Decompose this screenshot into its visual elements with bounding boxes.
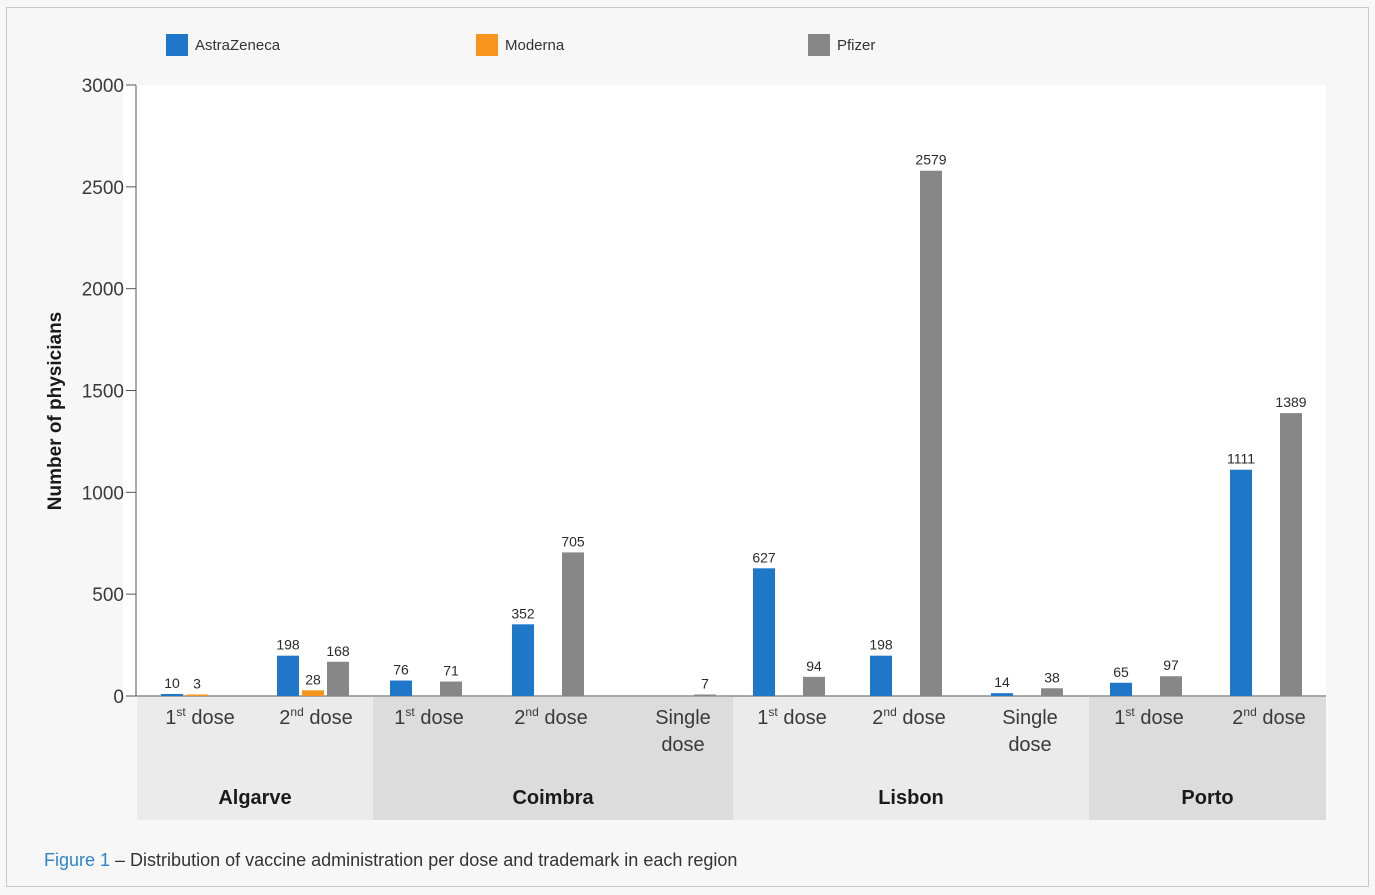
- bar-pfizer: [803, 676, 825, 696]
- region-label: Coimbra: [512, 787, 594, 809]
- y-tick-label: 1500: [82, 382, 124, 403]
- bar-value-label: 94: [806, 658, 822, 674]
- category-bands: Algarve 1st dose 2nd dose Coimbra 1st dose 2n…: [137, 697, 1326, 820]
- bar-value-label: 705: [561, 533, 585, 549]
- caption-text: – Distribution of vaccine administration…: [110, 850, 738, 870]
- category-label: Single: [1002, 707, 1058, 729]
- bar-astrazeneca: [390, 680, 412, 696]
- bar-value-label: 198: [869, 637, 893, 653]
- bar-astrazeneca: [1230, 469, 1252, 696]
- bar-value-label: 10: [164, 675, 180, 691]
- bar-astrazeneca: [1110, 682, 1132, 696]
- bar-value-label: 71: [443, 663, 459, 679]
- category-label: Single: [655, 707, 711, 729]
- bar-pfizer: [1280, 413, 1302, 696]
- legend-swatch-astrazeneca: [166, 34, 188, 56]
- bar-pfizer: [694, 694, 716, 696]
- bar-value-label: 76: [393, 662, 409, 678]
- region-band-porto: [1089, 697, 1326, 820]
- y-tick-label: 2500: [82, 178, 124, 199]
- bar-value-label: 65: [1113, 664, 1129, 680]
- bar-value-label: 352: [511, 605, 535, 621]
- region-band-algarve: [137, 697, 373, 820]
- bar-value-label: 2579: [915, 152, 946, 168]
- region-band-coimbra: [373, 697, 733, 820]
- bar-value-label: 1389: [1275, 394, 1306, 410]
- figure-link[interactable]: Figure 1: [44, 850, 111, 870]
- bar-value-label: 7: [701, 676, 709, 692]
- bar-astrazeneca: [991, 693, 1013, 696]
- legend-label: AstraZeneca: [195, 37, 281, 54]
- legend-swatch-pfizer: [808, 34, 830, 56]
- bar-value-label: 28: [305, 671, 321, 687]
- bar-astrazeneca: [870, 655, 892, 696]
- bar-moderna: [302, 690, 324, 696]
- y-tick-label: 3000: [82, 76, 124, 97]
- bar-pfizer: [1160, 676, 1182, 696]
- bar-pfizer: [1041, 688, 1063, 696]
- region-label: Porto: [1181, 787, 1233, 809]
- category-label: 2nd dose: [872, 705, 945, 729]
- region-band-lisbon: [733, 697, 1089, 820]
- legend-label: Pfizer: [837, 37, 875, 54]
- data-labels: 10 3 198 28 168 76 71 352 705 7 627 94 198 2579 14 38 65…: [164, 152, 1307, 692]
- category-label: 1st dose: [394, 705, 463, 729]
- bar-astrazeneca: [161, 693, 183, 696]
- category-label: dose: [1008, 734, 1051, 756]
- y-tick-label: 1000: [82, 483, 124, 504]
- category-label: 2nd dose: [279, 705, 352, 729]
- category-label: dose: [661, 734, 704, 756]
- bar-value-label: 14: [994, 674, 1010, 690]
- plot-area: [123, 85, 1326, 696]
- y-tick-label: 2000: [82, 280, 124, 301]
- bar-pfizer: [920, 170, 942, 697]
- bar-value-label: 168: [326, 643, 350, 659]
- bar-value-label: 198: [276, 637, 300, 653]
- y-axis-label: Number of physicians: [45, 312, 66, 511]
- bar-value-label: 38: [1044, 669, 1060, 685]
- bar-astrazeneca: [753, 568, 775, 696]
- region-label: Algarve: [218, 787, 291, 809]
- category-label: 2nd dose: [1232, 705, 1305, 729]
- region-label: Lisbon: [878, 787, 944, 809]
- bar-pfizer: [562, 552, 584, 696]
- bar-value-label: 627: [752, 549, 776, 565]
- category-label: 2nd dose: [514, 705, 587, 729]
- category-label: 1st dose: [1114, 705, 1183, 729]
- y-tick-label: 0: [113, 687, 124, 708]
- bar-value-label: 3: [193, 676, 201, 692]
- legend-swatch-moderna: [476, 34, 498, 56]
- category-label: 1st dose: [757, 705, 826, 729]
- bar-moderna: [186, 694, 208, 696]
- bar-value-label: 97: [1163, 657, 1179, 673]
- bar-pfizer: [440, 681, 462, 696]
- legend-label: Moderna: [505, 37, 565, 54]
- bars: [161, 170, 1302, 697]
- y-tick-label: 500: [92, 585, 124, 606]
- bar-pfizer: [327, 661, 349, 696]
- bar-value-label: 1111: [1227, 451, 1255, 467]
- category-label: 1st dose: [165, 705, 234, 729]
- figure-caption: Figure 1 – Distribution of vaccine admin…: [44, 850, 737, 871]
- legend: AstraZeneca Moderna Pfizer: [166, 34, 875, 56]
- bar-astrazeneca: [512, 624, 534, 696]
- bar-astrazeneca: [277, 655, 299, 696]
